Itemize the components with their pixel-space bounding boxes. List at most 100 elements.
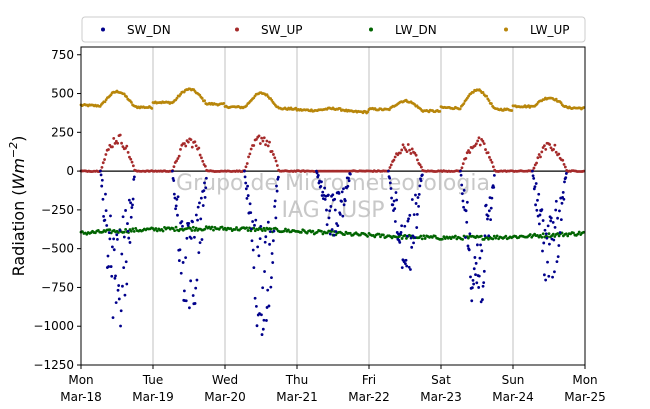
lw-dn-point (203, 227, 207, 231)
lw-dn-point (540, 235, 544, 239)
lw-dn-point (233, 228, 237, 231)
sw-up-point (393, 155, 397, 159)
sw-up-point (128, 155, 131, 159)
legend-marker-sw-dn (101, 27, 105, 32)
sw-dn-point (331, 193, 335, 197)
sw-dn-point (412, 213, 416, 216)
legend-marker-sw-up (235, 27, 239, 32)
lw-dn-point (566, 234, 570, 238)
sw-dn-point (264, 235, 268, 239)
sw-dn-point (199, 217, 203, 221)
sw-up-point (544, 148, 548, 151)
sw-dn-point (414, 193, 417, 197)
sw-dn-point (319, 185, 323, 188)
sw-dn-point (266, 220, 270, 224)
lw-dn-point (194, 226, 198, 230)
sw-dn-point (410, 198, 414, 201)
sw-dn-point (100, 178, 104, 182)
sw-dn-point (391, 203, 395, 207)
sw-up-point (405, 150, 409, 154)
lw-dn-point (576, 232, 580, 236)
sw-dn-point (476, 243, 479, 247)
sw-dn-point (558, 231, 562, 234)
sw-dn-point (479, 300, 483, 304)
sw-dn-point (406, 219, 410, 223)
sw-up-point (484, 148, 487, 151)
sw-dn-point (342, 187, 345, 191)
x-tick-label-day: Fri (362, 373, 376, 387)
sw-dn-point (347, 176, 350, 180)
sw-dn-point (462, 205, 465, 209)
sw-dn-point (202, 189, 206, 193)
sw-dn-point (553, 226, 557, 229)
sw-up-point (201, 159, 205, 163)
watermark-line-2: IAG / USP (282, 198, 385, 223)
sw-dn-point (265, 306, 269, 309)
sw-dn-point (326, 193, 330, 197)
sw-up-point (401, 143, 405, 147)
lw-dn-point (400, 237, 404, 240)
sw-up-point (264, 143, 267, 147)
sw-dn-point (199, 196, 203, 200)
lw-up-point (175, 96, 179, 100)
sw-up-point (124, 146, 127, 150)
lw-dn-point (379, 235, 382, 239)
sw-up-point (388, 166, 392, 169)
sw-dn-point (410, 245, 414, 249)
sw-dn-point (268, 242, 271, 246)
sw-up-point (177, 154, 181, 158)
legend-label-lw-dn: LW_DN (395, 23, 437, 37)
sw-up-point (183, 142, 186, 145)
sw-dn-point (336, 224, 340, 228)
lw-dn-point (492, 234, 496, 238)
sw-dn-point (196, 218, 199, 222)
sw-dn-point (540, 208, 544, 212)
sw-dn-point (408, 213, 412, 217)
sw-dn-point (105, 224, 109, 227)
sw-up-point (414, 153, 418, 157)
sw-dn-point (346, 184, 350, 188)
lw-dn-point (320, 229, 323, 233)
sw-dn-point (316, 173, 320, 177)
sw-dn-point (472, 282, 476, 286)
sw-dn-point (102, 214, 105, 218)
lw-up-point (203, 99, 207, 103)
lw-dn-point (405, 236, 408, 240)
sw-dn-point (126, 222, 129, 225)
sw-up-point (532, 166, 536, 170)
sw-dn-point (462, 188, 466, 192)
sw-up-point (203, 164, 207, 168)
sw-dn-point (126, 229, 130, 233)
sw-dn-point (243, 169, 246, 173)
lw-dn-point (284, 227, 287, 231)
sw-dn-point (535, 208, 539, 212)
sw-dn-point (172, 192, 176, 196)
sw-dn-point (129, 215, 133, 219)
lw-dn-point (487, 237, 490, 241)
sw-up-point (461, 162, 465, 166)
sw-dn-point (171, 177, 175, 180)
sw-up-point (126, 150, 130, 154)
sw-dn-point (400, 266, 404, 270)
sw-dn-point (187, 222, 191, 225)
sw-dn-point (176, 213, 179, 217)
lw-dn-point (343, 233, 346, 237)
sw-up-point (468, 151, 472, 154)
sw-dn-point (481, 298, 484, 301)
sw-dn-point (404, 258, 408, 262)
y-axis-label-text: Radiation ( (9, 189, 28, 276)
legend-label-lw-up: LW_UP (530, 23, 569, 37)
lw-up-point (510, 109, 514, 112)
sw-dn-point (407, 217, 410, 221)
sw-up-point (275, 164, 279, 167)
sw-up-point (248, 152, 252, 156)
lw-dn-point (461, 237, 464, 241)
lw-dn-point (377, 232, 381, 236)
lw-up-point (438, 109, 442, 113)
y-tick-label: 0 (66, 164, 74, 178)
sw-dn-point (323, 186, 327, 190)
sw-dn-point (395, 198, 399, 202)
sw-dn-point (411, 234, 415, 238)
sw-dn-point (403, 224, 407, 228)
sw-dn-point (467, 248, 471, 252)
